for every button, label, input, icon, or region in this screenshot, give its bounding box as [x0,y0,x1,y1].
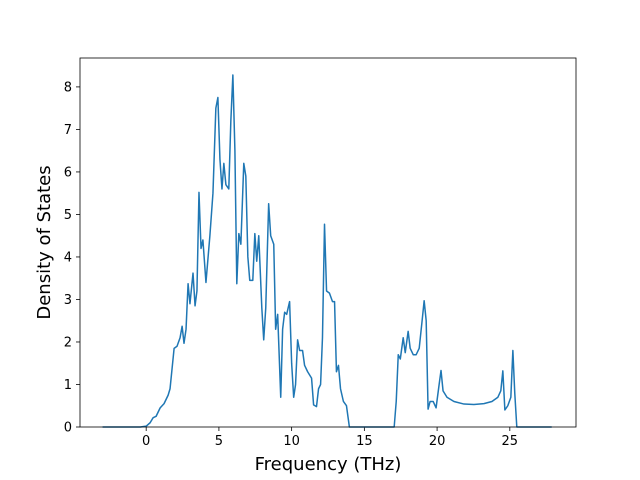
y-tick-label: 1 [64,378,72,393]
y-tick-label: 4 [64,250,72,265]
x-tick-label: 5 [215,434,223,449]
y-tick-label: 3 [64,293,72,308]
y-tick-label: 2 [64,335,72,350]
x-tick-label: 20 [429,434,446,449]
y-tick-label: 5 [64,208,72,223]
x-tick-label: 0 [142,434,150,449]
y-tick-label: 8 [64,80,72,95]
line-series [102,74,552,428]
x-tick-label: 15 [356,434,373,449]
y-axis-label: Density of States [34,165,55,319]
x-tick-label: 25 [502,434,519,449]
y-tick-label: 0 [64,421,72,436]
y-tick-label: 6 [64,165,72,180]
plot-frame [79,57,577,428]
x-axis-label: Frequency (THz) [255,454,402,475]
x-tick-label: 10 [283,434,300,449]
y-tick-label: 7 [64,123,72,138]
